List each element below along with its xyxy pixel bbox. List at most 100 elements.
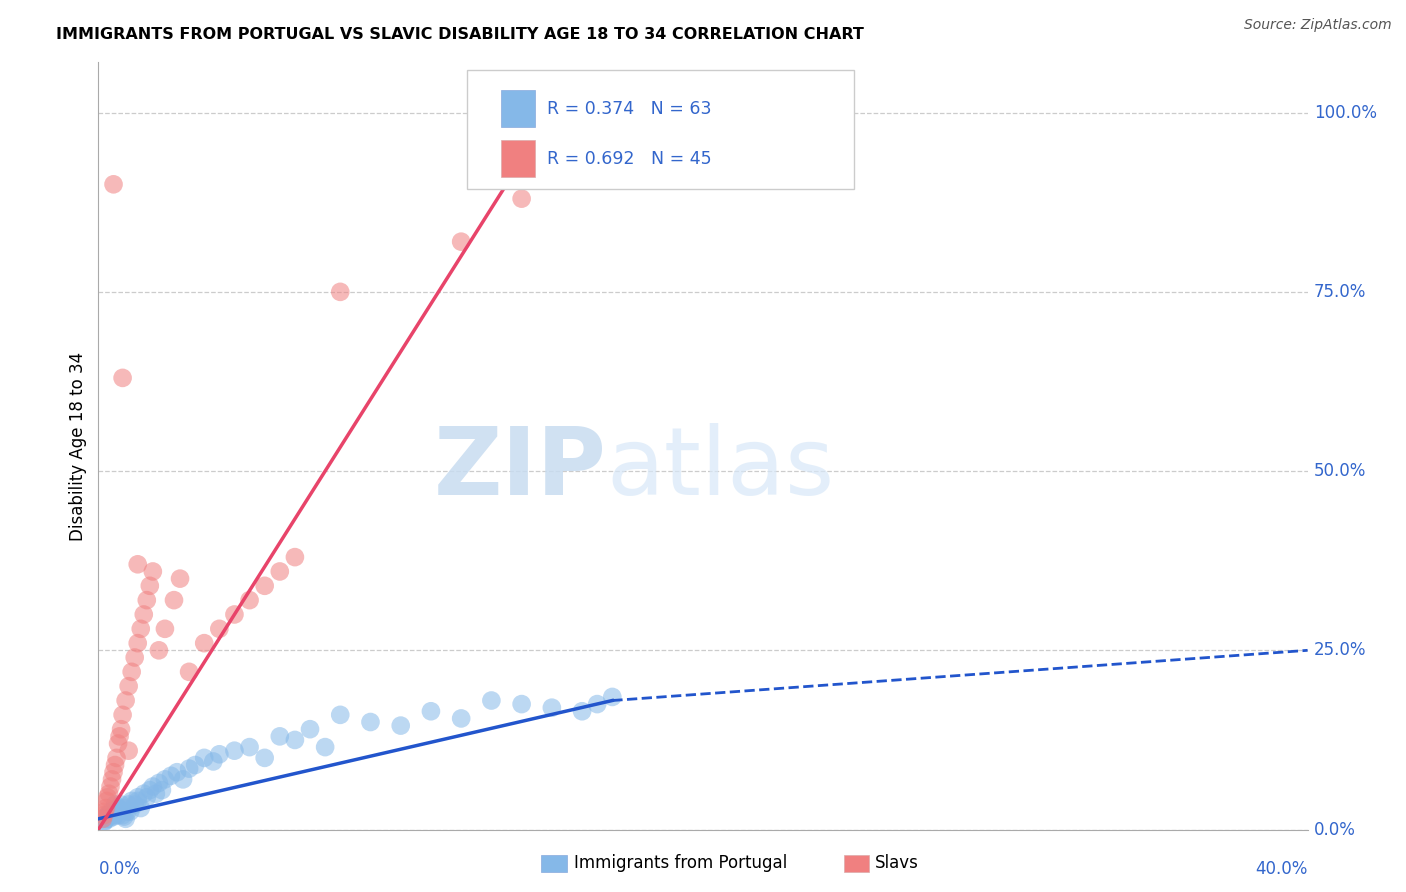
Point xyxy=(114,693,136,707)
Point xyxy=(142,780,165,794)
Point xyxy=(124,650,146,665)
Point xyxy=(129,801,152,815)
Point xyxy=(118,797,141,812)
Point xyxy=(160,769,183,783)
Point xyxy=(115,805,138,819)
Point xyxy=(224,744,246,758)
Point xyxy=(127,790,149,805)
Point xyxy=(253,579,276,593)
Point xyxy=(571,704,593,718)
FancyBboxPatch shape xyxy=(467,70,855,189)
Point xyxy=(101,808,124,822)
Point xyxy=(118,679,141,693)
Point xyxy=(118,744,141,758)
Point xyxy=(193,751,215,765)
Point xyxy=(104,797,127,812)
Point xyxy=(172,772,194,787)
Text: 75.0%: 75.0% xyxy=(1313,283,1367,301)
Point xyxy=(202,755,225,769)
Point xyxy=(114,812,136,826)
Bar xyxy=(501,140,534,177)
Point xyxy=(127,636,149,650)
Point xyxy=(96,812,118,826)
Point xyxy=(166,765,188,780)
Point xyxy=(103,178,125,192)
Point xyxy=(127,794,149,808)
Point xyxy=(124,797,146,812)
Point xyxy=(104,758,127,772)
Text: 50.0%: 50.0% xyxy=(1313,462,1367,480)
Point xyxy=(132,787,155,801)
Point xyxy=(98,812,121,826)
Point xyxy=(179,762,201,776)
Point xyxy=(450,235,472,249)
Point xyxy=(169,572,191,586)
Point xyxy=(107,737,129,751)
Point xyxy=(481,693,503,707)
Point xyxy=(389,718,412,732)
Point xyxy=(91,812,114,826)
Point xyxy=(184,758,207,772)
Point xyxy=(129,622,152,636)
Point xyxy=(150,783,173,797)
Point xyxy=(163,593,186,607)
Text: Slavs: Slavs xyxy=(875,855,918,872)
Point xyxy=(93,805,115,819)
Point xyxy=(94,810,117,824)
Point xyxy=(111,371,134,385)
Point xyxy=(127,558,149,572)
Point xyxy=(284,550,307,565)
Point xyxy=(239,740,262,755)
Point xyxy=(142,565,165,579)
Point xyxy=(284,733,307,747)
Point xyxy=(586,697,609,711)
Point xyxy=(107,801,129,815)
Point xyxy=(120,805,142,819)
Point xyxy=(269,730,291,744)
Point xyxy=(239,593,262,607)
Point xyxy=(108,802,131,816)
Point xyxy=(269,565,291,579)
Y-axis label: Disability Age 18 to 34: Disability Age 18 to 34 xyxy=(69,351,87,541)
Text: IMMIGRANTS FROM PORTUGAL VS SLAVIC DISABILITY AGE 18 TO 34 CORRELATION CHART: IMMIGRANTS FROM PORTUGAL VS SLAVIC DISAB… xyxy=(56,27,865,42)
Point xyxy=(135,593,157,607)
Text: ZIP: ZIP xyxy=(433,423,606,515)
Text: 0.0%: 0.0% xyxy=(1313,821,1355,838)
Point xyxy=(107,808,129,822)
Point xyxy=(103,810,125,824)
Point xyxy=(135,790,157,805)
Point xyxy=(111,808,134,822)
Point xyxy=(208,747,231,762)
Point xyxy=(148,643,170,657)
Text: Immigrants from Portugal: Immigrants from Portugal xyxy=(574,855,787,872)
Point xyxy=(111,707,134,722)
Point xyxy=(112,801,135,815)
Text: R = 0.692   N = 45: R = 0.692 N = 45 xyxy=(547,150,711,168)
Point xyxy=(110,722,132,736)
Point xyxy=(93,815,115,830)
Point xyxy=(121,665,143,679)
Text: 0.0%: 0.0% xyxy=(98,860,141,879)
Point xyxy=(602,690,624,704)
Point xyxy=(110,797,132,812)
Point xyxy=(108,730,131,744)
Point xyxy=(132,607,155,622)
Point xyxy=(139,579,162,593)
Bar xyxy=(501,90,534,128)
Point xyxy=(153,772,176,787)
Point xyxy=(98,787,121,801)
Point xyxy=(153,622,176,636)
Point xyxy=(208,622,231,636)
Point xyxy=(93,814,115,828)
Point xyxy=(360,714,382,729)
Point xyxy=(121,794,143,808)
Point xyxy=(96,808,118,822)
Point xyxy=(93,808,115,822)
Point xyxy=(224,607,246,622)
Point xyxy=(510,192,533,206)
Point xyxy=(253,751,276,765)
Point xyxy=(299,722,322,736)
Text: 25.0%: 25.0% xyxy=(1313,641,1367,659)
Text: R = 0.374   N = 63: R = 0.374 N = 63 xyxy=(547,100,711,118)
Point xyxy=(148,776,170,790)
